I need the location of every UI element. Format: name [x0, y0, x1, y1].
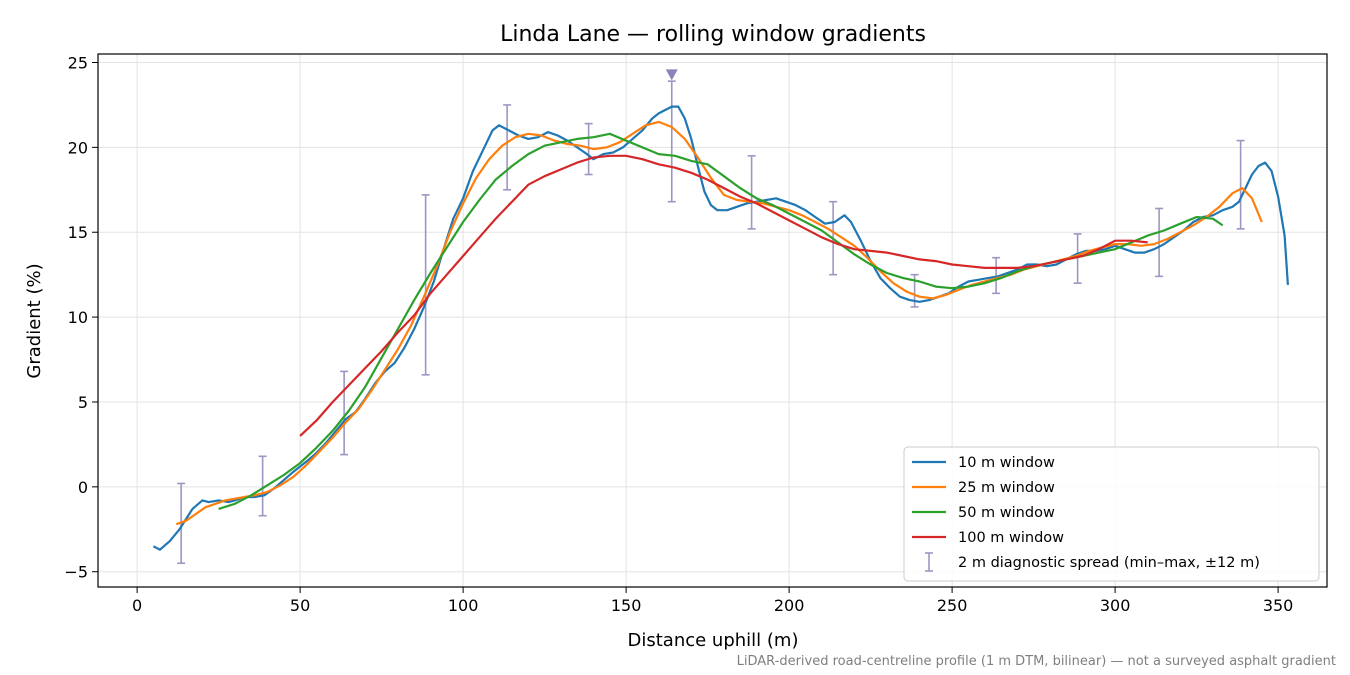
errorbar: [421, 194, 430, 376]
y-tick-label: 0: [78, 478, 88, 497]
x-tick-label: 250: [937, 596, 968, 615]
errorbar: [1073, 233, 1082, 284]
errorbar: [667, 80, 676, 203]
y-tick-label: 5: [78, 393, 88, 412]
x-tick-label: 0: [132, 596, 142, 615]
footnote: LiDAR-derived road-centreline profile (1…: [737, 654, 1336, 669]
legend: 10 m window 25 m window 50 m window 100 m w…: [903, 446, 1320, 582]
legend-box: [903, 446, 1320, 582]
x-tick-label: 150: [611, 596, 642, 615]
errorbars: [177, 69, 1245, 565]
errorbar: [1236, 139, 1245, 230]
x-axis-label: Distance uphill (m): [628, 630, 799, 651]
errorbar: [992, 256, 1001, 295]
x-tick-label: 300: [1100, 596, 1131, 615]
y-axis-ticks: −5 0 5 10 15 20 25: [64, 53, 98, 582]
errorbar: [584, 122, 593, 176]
chart-title: Linda Lane — rolling window gradients: [500, 22, 926, 47]
errorbar: [503, 104, 512, 191]
legend-label: 2 m diagnostic spread (min–max, ±12 m): [958, 555, 1260, 571]
x-tick-label: 200: [774, 596, 805, 615]
errorbar: [258, 455, 267, 517]
plot-frame: [97, 53, 1328, 588]
errorbar-clip-marker: [665, 69, 678, 81]
series-lines: [152, 105, 1289, 551]
x-tick-label: 350: [1263, 596, 1294, 615]
y-tick-label: 15: [68, 223, 88, 242]
legend-label: 25 m window: [958, 480, 1055, 496]
errorbar: [747, 155, 756, 230]
y-tick-label: 10: [68, 308, 88, 327]
y-axis-label: Gradient (%): [24, 263, 45, 378]
series-line-1: [175, 120, 1263, 526]
legend-label: 50 m window: [958, 505, 1055, 521]
x-axis-ticks: 0 50 100 150 200 250 300 350: [132, 587, 1293, 615]
legend-label: 100 m window: [958, 530, 1064, 546]
x-tick-label: 100: [448, 596, 479, 615]
series-line-0: [152, 105, 1289, 551]
y-tick-label: −5: [64, 563, 88, 582]
y-tick-label: 20: [68, 138, 88, 157]
x-tick-label: 50: [290, 596, 310, 615]
series-line-3: [299, 154, 1148, 437]
errorbar: [340, 370, 349, 456]
y-tick-label: 25: [68, 53, 88, 72]
legend-label: 10 m window: [958, 455, 1055, 471]
